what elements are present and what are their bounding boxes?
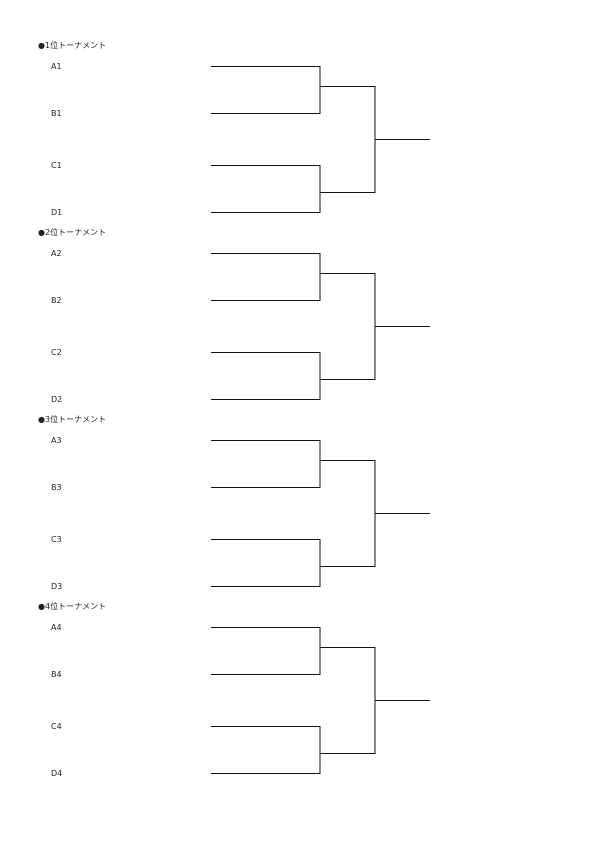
tournament-1-title: ●1位トーナメント [38,41,107,50]
team-label: B1 [51,109,62,118]
bracket-1 [211,66,430,213]
team-label: C4 [51,722,62,731]
team-label: D2 [51,395,63,404]
bracket-3 [211,440,430,587]
team-label: C1 [51,161,62,170]
team-label: C3 [51,535,62,544]
team-label: A1 [51,62,62,71]
team-label: A4 [51,623,62,632]
tournament-3-title: ●3位トーナメント [38,415,107,424]
team-label: A2 [51,249,62,258]
bracket-2 [211,253,430,400]
team-label: C2 [51,348,62,357]
tournament-2-title: ●2位トーナメント [38,228,107,237]
team-label: D1 [51,208,63,217]
team-label: A3 [51,436,62,445]
team-label: B3 [51,483,62,492]
bracket-4 [211,627,430,774]
tournament-4-title: ●4位トーナメント [38,602,107,611]
team-label: B2 [51,296,62,305]
team-label: D3 [51,582,63,591]
team-label: D4 [51,769,63,778]
team-label: B4 [51,670,62,679]
